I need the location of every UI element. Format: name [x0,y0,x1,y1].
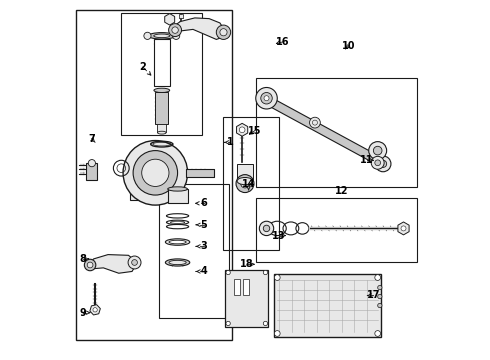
Circle shape [88,159,96,167]
Text: 2: 2 [140,62,146,72]
Bar [223,117,279,250]
Text: 10: 10 [342,41,356,50]
Ellipse shape [169,260,186,265]
Bar [274,274,381,337]
Bar [87,163,97,180]
Text: 16: 16 [276,37,290,47]
Circle shape [368,141,387,159]
Circle shape [239,127,245,133]
Bar [179,14,183,18]
Ellipse shape [237,177,253,185]
Circle shape [375,160,381,166]
Text: 13: 13 [272,231,286,240]
Circle shape [375,275,381,280]
Circle shape [236,175,254,193]
Circle shape [144,32,151,40]
Ellipse shape [148,33,175,39]
Text: 12: 12 [335,186,348,196]
Text: 4: 4 [200,266,207,276]
Bar [256,78,417,187]
Circle shape [263,270,268,275]
Bar [159,184,229,318]
Circle shape [216,25,231,40]
Circle shape [84,259,96,271]
Polygon shape [87,255,137,273]
Circle shape [256,87,277,109]
Text: 11: 11 [360,155,374,165]
Text: 3: 3 [200,241,207,251]
Circle shape [263,225,270,231]
Bar [157,125,166,132]
Circle shape [263,321,268,325]
Bar [122,13,202,135]
Circle shape [172,32,180,40]
Text: 14: 14 [242,179,255,189]
Circle shape [169,24,181,37]
Bar [237,164,253,181]
Circle shape [378,303,382,308]
Text: 15: 15 [248,126,262,135]
Ellipse shape [168,187,188,191]
Circle shape [259,221,274,235]
Circle shape [123,140,188,205]
Text: 7: 7 [88,134,95,144]
Circle shape [274,275,280,280]
Circle shape [401,226,406,231]
Circle shape [274,330,280,336]
Text: 1: 1 [226,138,233,147]
Bar [256,198,417,262]
Circle shape [128,256,141,269]
Polygon shape [171,18,225,40]
Polygon shape [260,94,380,164]
Bar [225,270,269,327]
Ellipse shape [157,131,166,134]
Circle shape [261,93,272,104]
Ellipse shape [166,239,190,245]
Bar [129,162,181,200]
Ellipse shape [169,240,186,244]
Ellipse shape [166,259,190,266]
Circle shape [379,160,387,167]
Circle shape [226,270,230,275]
Bar [234,279,240,295]
Circle shape [133,150,177,195]
Bar [168,189,188,203]
Bar [155,92,168,125]
Text: 9: 9 [79,308,86,318]
Circle shape [142,159,169,186]
Circle shape [375,330,381,336]
Text: 18: 18 [240,259,254,269]
Circle shape [371,156,384,169]
Text: 6: 6 [200,198,207,208]
Circle shape [226,321,230,325]
Bar [76,10,232,339]
Bar [243,279,248,295]
Bar [186,168,214,177]
Ellipse shape [154,88,170,93]
Circle shape [378,294,382,299]
Circle shape [264,96,269,101]
Circle shape [241,179,249,188]
Circle shape [378,285,382,290]
Circle shape [220,29,227,36]
Text: 8: 8 [79,254,86,264]
Text: 17: 17 [367,291,380,301]
Circle shape [93,308,97,312]
Circle shape [373,146,382,155]
Ellipse shape [154,34,170,38]
Circle shape [87,262,93,268]
Circle shape [132,260,137,265]
Circle shape [375,156,391,172]
Text: 5: 5 [200,220,207,230]
Bar [154,40,170,86]
Circle shape [310,117,320,128]
Circle shape [172,27,178,33]
